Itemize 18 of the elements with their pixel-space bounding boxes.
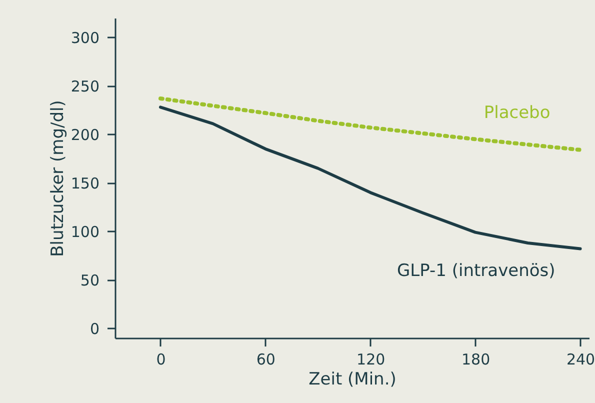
- y-tick-label: 300: [70, 28, 100, 47]
- x-tick-label: 240: [566, 350, 595, 368]
- x-tick-label: 60: [256, 350, 276, 368]
- x-tick-label: 0: [156, 350, 166, 368]
- line-series: [158, 96, 582, 152]
- series-label: GLP-1 (intravenös): [396, 260, 556, 281]
- x-axis-title: Zeit (Min.): [308, 370, 396, 390]
- y-tick-label: 0: [90, 320, 100, 338]
- y-tick-label: 50: [80, 271, 100, 290]
- line-series: [158, 106, 582, 250]
- x-tick-label: 180: [461, 350, 490, 368]
- series-label: Placebo: [484, 102, 550, 123]
- x-tick-label: 120: [356, 350, 386, 368]
- y-tick-label: 100: [70, 222, 100, 241]
- y-tick-label: 150: [70, 174, 100, 192]
- y-axis-title: Blutzucker (mg/dl): [48, 100, 68, 257]
- y-tick-label: 250: [70, 77, 100, 96]
- y-tick-label: 200: [70, 126, 100, 144]
